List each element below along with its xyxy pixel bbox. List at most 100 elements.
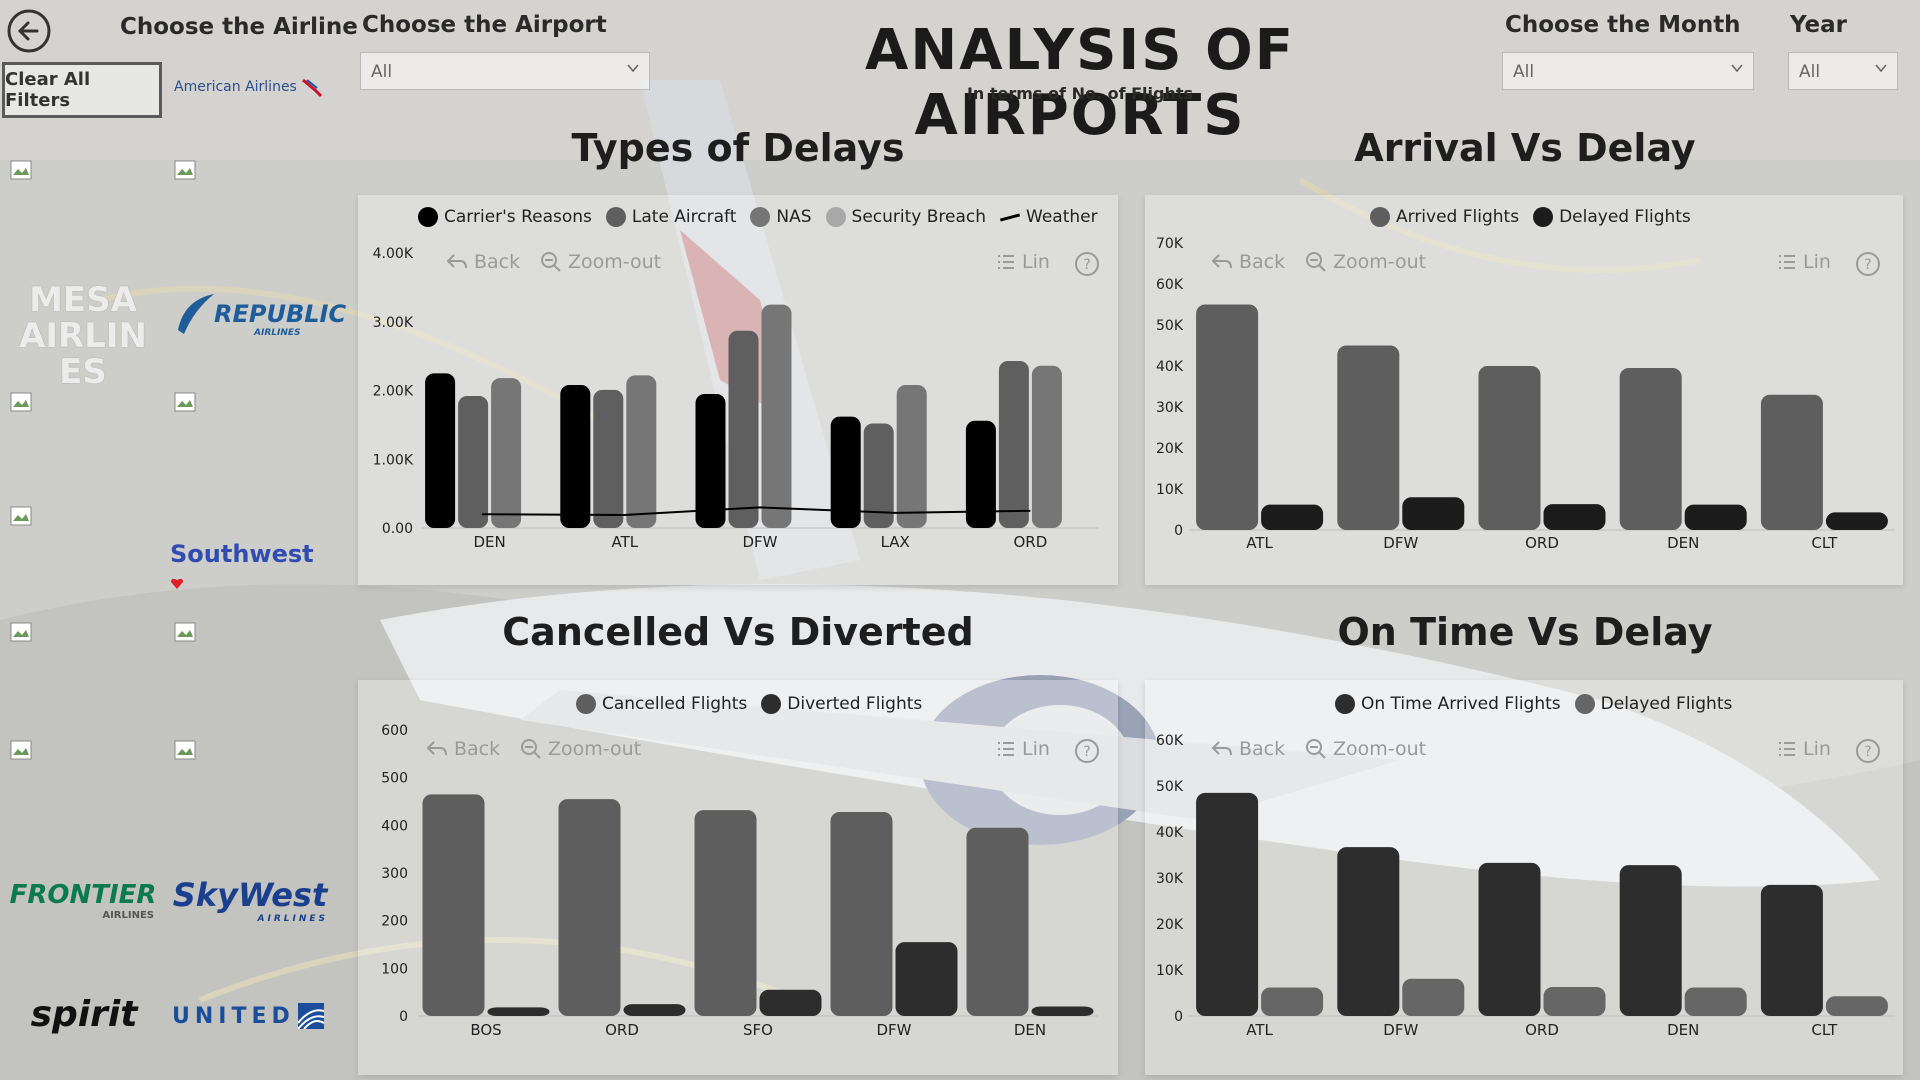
bar-cancelled-flights-bos[interactable] (422, 794, 485, 1016)
legend-item[interactable]: On Time Arrived Flights (1335, 694, 1561, 714)
bar-on-time-arrived-flights-den[interactable] (1619, 865, 1682, 1016)
bar-cancelled-flights-dfw[interactable] (830, 811, 893, 1016)
chart-zoom-out-button[interactable]: Zoom-out (540, 251, 661, 273)
chart-cancelled-vs-diverted: 0 100 200 300 400 500 600 BOS ORD SFO DFW DEN (381, 723, 1098, 1039)
bar-diverted-flights-den[interactable] (1031, 1006, 1094, 1016)
chart-back-button[interactable]: Back (446, 251, 520, 273)
legend-item[interactable]: Delayed Flights (1533, 207, 1691, 227)
chart-lin-button[interactable]: Lin (996, 738, 1050, 760)
legend-item[interactable]: Cancelled Flights (576, 694, 747, 714)
chart-lin-button[interactable]: Lin (996, 251, 1050, 273)
chevron-down-icon (627, 64, 639, 73)
legend-item[interactable]: NAS (750, 207, 812, 227)
legend-item[interactable]: Arrived Flights (1370, 207, 1519, 227)
bar-nas-den[interactable] (491, 378, 522, 528)
chart-back-button[interactable]: Back (1211, 251, 1285, 273)
chart-title-on-time-vs-delay: On Time Vs Delay (1337, 610, 1713, 654)
bar-delayed-flights-dfw[interactable] (1402, 497, 1465, 530)
bar-arrived-flights-den[interactable] (1619, 368, 1682, 530)
x-tick-label: SFO (743, 1021, 773, 1039)
bar-arrived-flights-ord[interactable] (1478, 366, 1541, 530)
chart-back-button[interactable]: Back (1211, 738, 1285, 760)
bar-delayed-flights-den[interactable] (1684, 504, 1747, 530)
back-button[interactable] (6, 8, 52, 54)
bar-arrived-flights-atl[interactable] (1196, 304, 1259, 531)
bar-delayed-flights-clt[interactable] (1825, 512, 1888, 530)
bar-delayed-flights-ord[interactable] (1543, 504, 1606, 530)
bar-late-aircraft-ord[interactable] (998, 360, 1029, 528)
bar-diverted-flights-sfo[interactable] (759, 989, 822, 1016)
airline-logo-american[interactable]: American Airlines (174, 76, 324, 102)
chart-zoom-out-button[interactable]: Zoom-out (1305, 251, 1426, 273)
y-tick-label: 50K (1156, 318, 1184, 334)
bar-on-time-arrived-flights-dfw[interactable] (1337, 847, 1400, 1016)
bar-arrived-flights-dfw[interactable] (1337, 345, 1400, 531)
bar-nas-atl[interactable] (626, 375, 657, 528)
clear-all-filters-button[interactable]: Clear All Filters (2, 62, 162, 118)
bar-nas-dfw[interactable] (761, 304, 792, 528)
bar-delayed-flights-atl[interactable] (1261, 987, 1324, 1016)
airline-logo-skywest[interactable]: SkyWest AIRLINES (172, 876, 328, 924)
legend-item[interactable]: Diverted Flights (761, 694, 922, 714)
bar-nas-lax[interactable] (896, 385, 927, 528)
bar-late-aircraft-den[interactable] (458, 396, 489, 528)
line-weather[interactable] (482, 506, 1031, 516)
bar-diverted-flights-dfw[interactable] (895, 942, 958, 1016)
chart-lin-button[interactable]: Lin (1777, 738, 1831, 760)
bar-arrived-flights-clt[interactable] (1760, 394, 1823, 530)
airline-logo-united[interactable]: UNITED (172, 1003, 328, 1029)
bar-diverted-flights-ord[interactable] (623, 1004, 686, 1016)
legend-item[interactable]: Security Breach (825, 207, 986, 227)
chart-help-button[interactable]: ? (1855, 738, 1881, 764)
legend-item[interactable]: Carrier's Reasons (418, 207, 592, 227)
bar-delayed-flights-dfw[interactable] (1402, 978, 1465, 1016)
airline-logo-frontier[interactable]: FRONTIER AIRLINES (8, 880, 158, 921)
bar-late-aircraft-atl[interactable] (593, 389, 624, 528)
bar-carrier-s-reasons-atl[interactable] (560, 385, 591, 528)
back-label: Back (474, 251, 521, 273)
lin-label: Lin (1022, 738, 1050, 760)
chart-back-button[interactable]: Back (426, 738, 500, 760)
bar-cancelled-flights-den[interactable] (966, 827, 1029, 1016)
chart-help-button[interactable]: ? (1074, 738, 1100, 764)
chart-lin-button[interactable]: Lin (1777, 251, 1831, 273)
chart-on-time-vs-delay: 0 10K 20K 30K 40K 50K 60K ATL DFW ORD DEN CLT (1156, 733, 1895, 1039)
y-tick-label: 50K (1156, 779, 1184, 795)
bar-carrier-s-reasons-ord[interactable] (965, 420, 996, 528)
x-tick-label: ATL (1246, 534, 1273, 552)
airport-dropdown[interactable]: All (360, 52, 650, 90)
bar-on-time-arrived-flights-ord[interactable] (1478, 862, 1541, 1016)
legend-item[interactable]: Late Aircraft (605, 207, 736, 227)
bar-late-aircraft-dfw[interactable] (728, 330, 759, 528)
bar-delayed-flights-den[interactable] (1684, 987, 1747, 1016)
legend-item[interactable]: Weather (999, 207, 1098, 227)
bar-on-time-arrived-flights-clt[interactable] (1760, 884, 1823, 1016)
y-tick-label: 300 (381, 866, 408, 882)
bar-delayed-flights-clt[interactable] (1825, 996, 1888, 1016)
bar-carrier-s-reasons-lax[interactable] (830, 416, 861, 528)
chart-zoom-out-button[interactable]: Zoom-out (520, 738, 641, 760)
bar-on-time-arrived-flights-atl[interactable] (1196, 792, 1259, 1016)
zoom-out-icon (1306, 739, 1326, 759)
bar-nas-ord[interactable] (1031, 365, 1062, 528)
bar-cancelled-flights-sfo[interactable] (694, 810, 757, 1016)
chart-zoom-out-button[interactable]: Zoom-out (1305, 738, 1426, 760)
bar-late-aircraft-lax[interactable] (863, 423, 894, 529)
year-dropdown[interactable]: All (1788, 52, 1898, 90)
bar-carrier-s-reasons-dfw[interactable] (695, 393, 726, 528)
chart-help-button[interactable]: ? (1074, 251, 1100, 277)
legend-label: Delayed Flights (1559, 207, 1691, 227)
airline-logo-southwest[interactable]: Southwest (170, 540, 320, 596)
bar-cancelled-flights-ord[interactable] (558, 799, 621, 1016)
y-tick-label: 10K (1156, 963, 1184, 979)
bar-delayed-flights-ord[interactable] (1543, 987, 1606, 1016)
airline-logo-mesa[interactable]: MESA AIRLINES (10, 282, 156, 390)
bar-delayed-flights-atl[interactable] (1261, 504, 1324, 530)
month-dropdown[interactable]: All (1502, 52, 1754, 90)
chart-help-button[interactable]: ? (1855, 251, 1881, 277)
y-tick-label: 0 (1174, 523, 1183, 539)
bar-carrier-s-reasons-den[interactable] (425, 373, 456, 528)
bar-diverted-flights-bos[interactable] (487, 1007, 550, 1016)
legend-item[interactable]: Delayed Flights (1574, 694, 1732, 714)
airline-logo-spirit[interactable]: spirit (14, 994, 154, 1035)
